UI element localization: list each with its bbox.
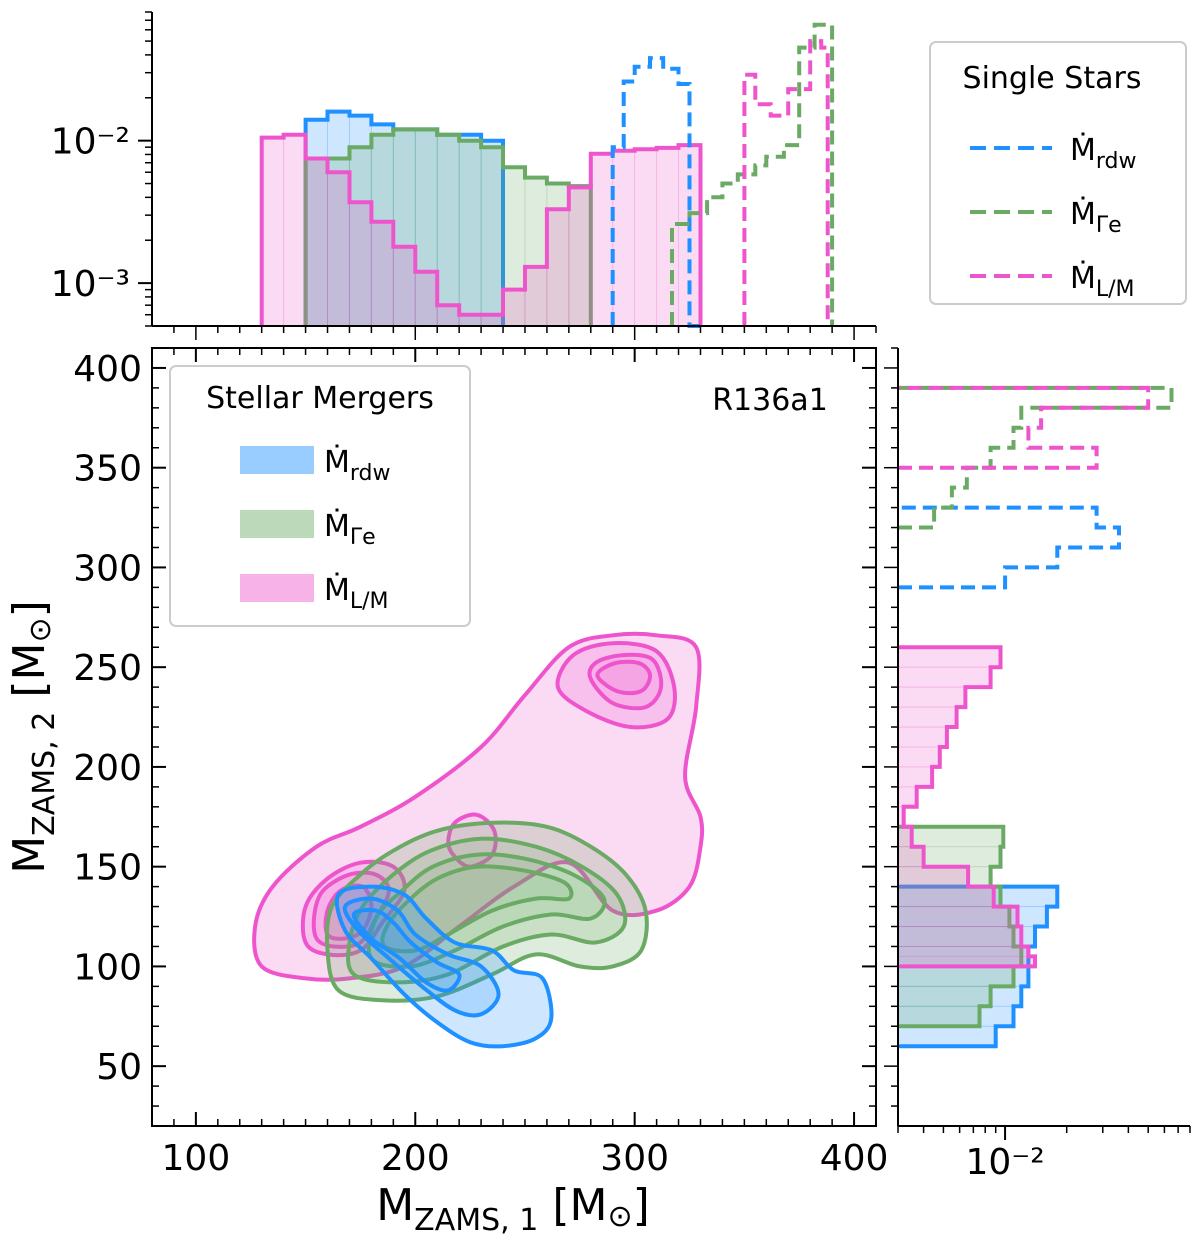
contour-rdw-level-3 (351, 907, 462, 993)
right-axes: 10⁻² (884, 347, 1191, 1183)
y-tick-label: 50 (96, 1047, 142, 1088)
legend-label-lm: ṀL/M (324, 572, 389, 614)
x-tick-label: 300 (600, 1138, 669, 1179)
right-single-outline-gamma (898, 385, 1174, 530)
mergers-legend-items: Ṁrdw ṀΓe ṀL/M (240, 444, 391, 614)
legend-label-lm: ṀL/M (1070, 260, 1135, 302)
main-panel: 100 200 300 400 50 100 150 200 250 300 350 400 R136… (4, 347, 889, 1236)
top-merger-outline-rdw (303, 109, 505, 326)
kde-contours (252, 631, 705, 1049)
y-tick-label: 100 (73, 947, 142, 988)
legend-label-gamma: ṀΓe (1070, 196, 1122, 238)
legend-swatch-gamma (240, 510, 314, 538)
mergers-legend: Stellar Mergers Ṁrdw ṀΓe ṀL/M (169, 365, 471, 627)
right-x-tick-label: 10⁻² (965, 1142, 1044, 1183)
top-merger-outline-lm (259, 132, 703, 326)
legend-label-rdw: Ṁrdw (1070, 132, 1137, 174)
right-single-outline-rdw (898, 505, 1121, 590)
top-single-outline-rdw (610, 56, 701, 328)
top-single-outline-gamma (670, 22, 835, 326)
main-frame (151, 347, 877, 1127)
x-tick-label: 400 (820, 1138, 889, 1179)
top-merger-fill-rdw (305, 111, 503, 326)
x-tick-label: 200 (381, 1138, 450, 1179)
mergers-legend-box (169, 365, 471, 627)
legend-label-gamma: ṀΓe (324, 508, 376, 550)
legend-swatch-lm (240, 574, 314, 602)
top-histogram (259, 22, 835, 328)
annotation-label: R136a1 (712, 383, 828, 418)
single-stars-legend-box (929, 41, 1187, 305)
legend-label-rdw: Ṁrdw (324, 444, 391, 486)
top-y-tick-label: 10⁻³ (51, 264, 130, 305)
contour-gamma-level-4 (380, 864, 574, 954)
right-merger-outline-lm (898, 645, 1037, 969)
x-axis-label: MZAMS, 1 [M⊙] (376, 1180, 650, 1236)
y-tick-label: 200 (73, 748, 142, 789)
y-tick-label: 150 (73, 848, 142, 889)
top-axes: 10⁻³ 10⁻² (51, 11, 877, 340)
top-marginal-panel: 10⁻³ 10⁻² Single Stars Ṁrdw ṀΓe ṀL/M (51, 11, 1187, 340)
top-merger-fill-gamma (305, 129, 591, 326)
right-merger-fill-lm (898, 647, 1035, 967)
y-axis-label: MZAMS, 2[M⊙] (4, 600, 62, 874)
right-marginal-panel: 10⁻² (884, 347, 1191, 1183)
top-y-tick-label: 10⁻² (51, 122, 130, 163)
contour-rdw-level-2 (342, 896, 501, 1018)
main-axes: 100 200 300 400 50 100 150 200 250 300 350 400 (73, 347, 889, 1179)
mergers-legend-title: Stellar Mergers (206, 381, 434, 416)
y-tick-label: 250 (73, 648, 142, 689)
top-single-outline-lm (742, 39, 830, 326)
x-tick-label: 100 (162, 1138, 231, 1179)
single-stars-legend: Single Stars Ṁrdw ṀΓe ṀL/M (929, 41, 1187, 305)
contour-lm-level-4 (595, 659, 653, 696)
legend-swatch-rdw (240, 446, 314, 474)
top-merger-outline-gamma (303, 127, 593, 326)
single-stars-legend-title: Single Stars (963, 61, 1142, 96)
single-stars-legend-items: Ṁrdw ṀΓe ṀL/M (970, 132, 1137, 302)
y-tick-label: 300 (73, 548, 142, 589)
right-histogram (897, 385, 1174, 1049)
right-merger-outline-gamma (898, 824, 1024, 1029)
y-tick-label: 400 (73, 349, 142, 390)
y-tick-label: 350 (73, 449, 142, 490)
